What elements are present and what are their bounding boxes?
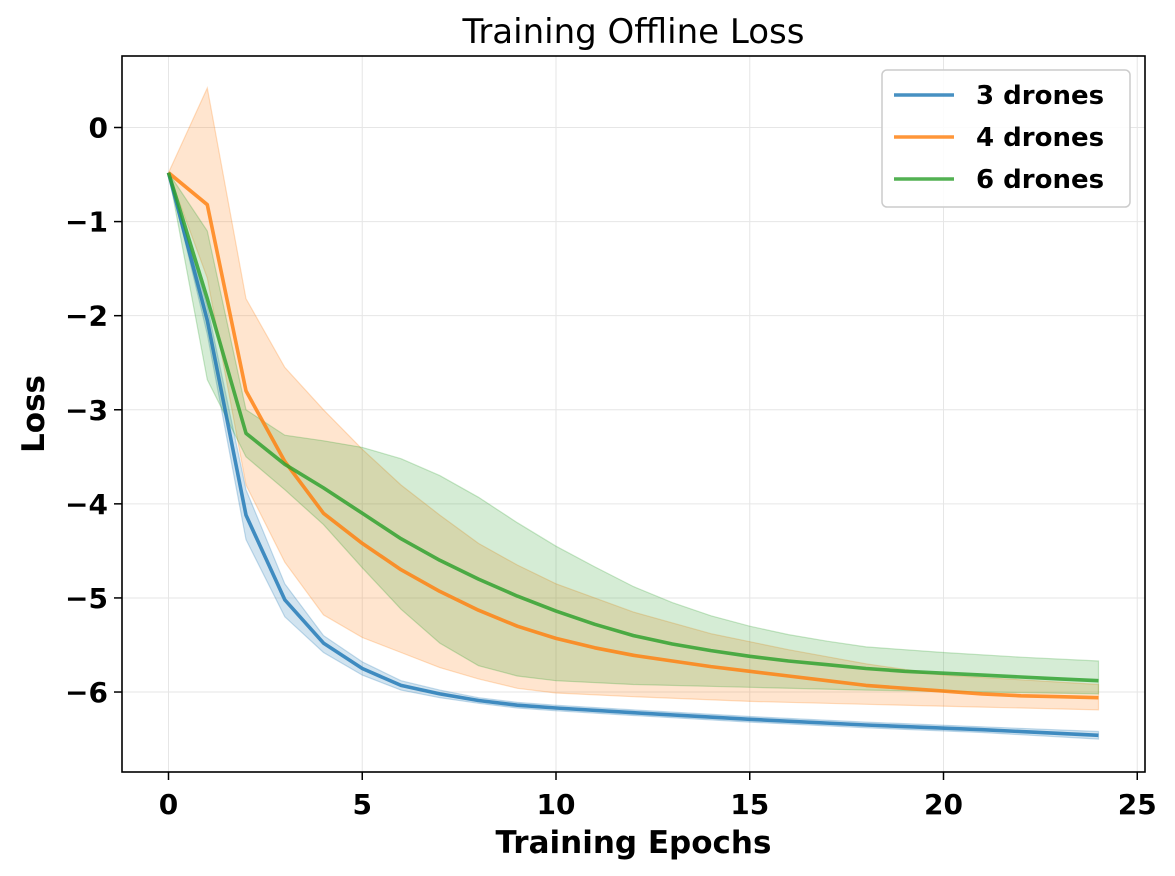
x-tick-label: 10 [537,788,576,821]
y-tick-label: −5 [65,582,108,615]
x-tick-label: 5 [353,788,372,821]
y-tick-label: −1 [65,206,108,239]
y-tick-label: −2 [65,300,108,333]
x-axis-label: Training Epochs [496,825,772,861]
y-axis-ticks: 0 −1 −2 −3 −4 −5 −6 [65,112,122,709]
legend-label-6-drones: 6 drones [976,165,1104,195]
x-tick-label: 20 [924,788,963,821]
x-tick-label: 15 [730,788,769,821]
y-tick-label: −4 [65,488,108,521]
grid-lines [122,56,1145,772]
plot-frame [121,55,1146,773]
y-tick-label: −6 [65,676,108,709]
y-axis-label: Loss [16,375,52,453]
legend: 3 drones 4 drones 6 drones [881,69,1131,208]
band-6-drones [167,172,1100,695]
y-tick-label: −3 [65,394,108,427]
x-tick-label: 25 [1118,788,1157,821]
series-lines [166,171,1099,738]
legend-label-4-drones: 4 drones [976,123,1104,153]
x-tick-label: 0 [159,788,178,821]
chart-title: Training Offline Loss [462,12,805,52]
line-4-drones [167,171,1099,700]
line-3-drones [166,172,1099,738]
legend-label-3-drones: 3 drones [976,81,1104,111]
band-4-drones [167,86,1100,711]
legend-box [881,69,1131,208]
y-tick-label: 0 [89,112,108,145]
line-6-drones [166,172,1099,683]
x-axis-ticks: 0 5 10 15 20 25 [159,772,1157,821]
